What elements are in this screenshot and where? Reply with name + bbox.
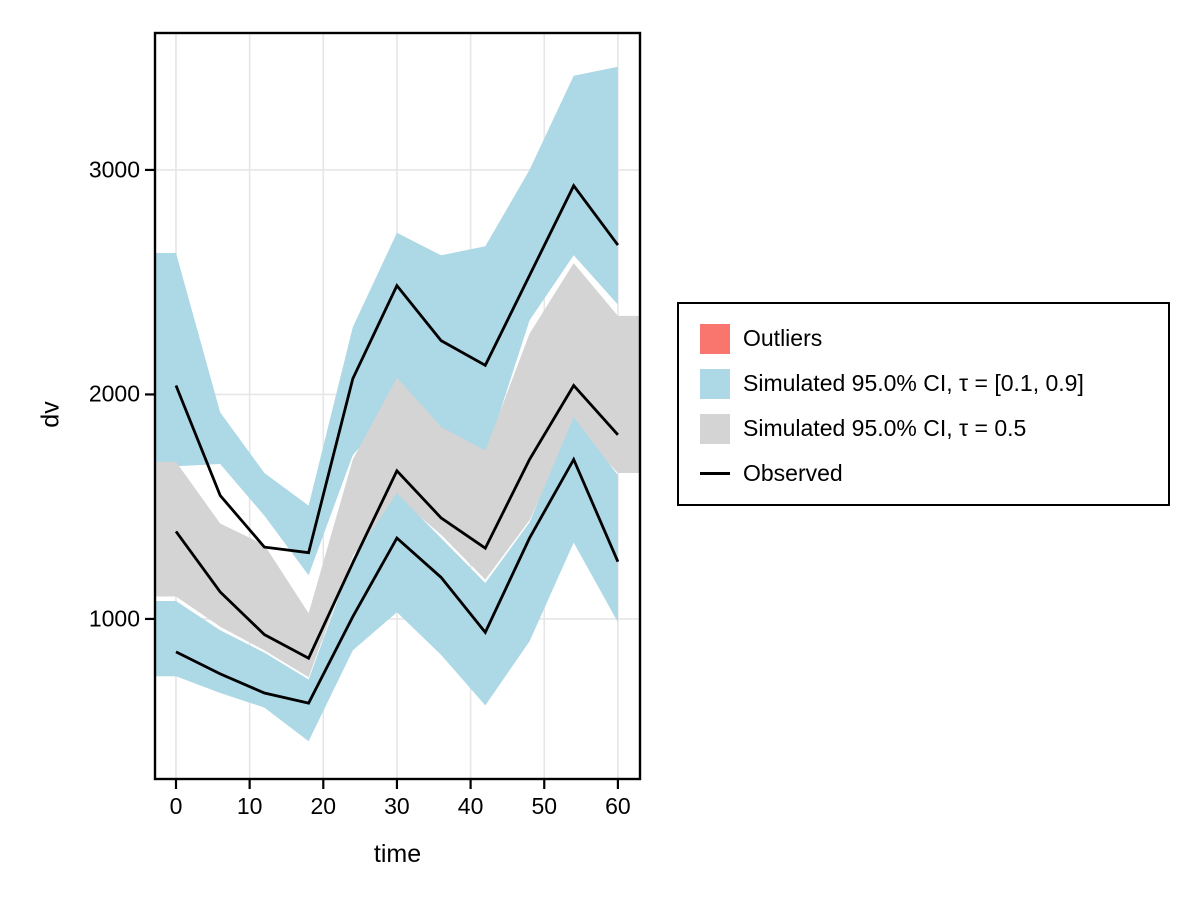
y-axis-title: dv [36, 401, 65, 428]
legend-item-observed: Observed [679, 451, 1168, 496]
observed-median [174, 383, 619, 661]
y-tick-label: 2000 [88, 380, 140, 407]
outliers-swatch-icon [700, 323, 730, 354]
x-tick-label: 50 [531, 793, 558, 819]
legend-box: Outliers Simulated 95.0% CI, τ = [0.1, 0… [677, 302, 1170, 506]
x-tick-label: 10 [236, 793, 263, 819]
x-axis-title: time [373, 840, 422, 868]
x-tick-label: 30 [384, 793, 410, 819]
y-tick-label: 3000 [88, 156, 140, 183]
x-tick-label: 20 [310, 793, 337, 819]
legend-item-simulated-ci-outer: Simulated 95.0% CI, τ = [0.1, 0.9] [679, 361, 1168, 406]
x-tick-label: 40 [457, 793, 484, 819]
x-tick-label: 0 [169, 793, 183, 819]
observed-line-swatch-icon [700, 472, 730, 475]
simulated-ci-median-swatch-icon [700, 413, 730, 444]
observed-upper-quantile [174, 183, 620, 555]
simulated-ci-outer-swatch-icon [700, 368, 730, 399]
simulated-ci-lower-quantile-band [155, 416, 618, 742]
legend-label: Simulated 95.0% CI, τ = [0.1, 0.9] [743, 370, 1084, 396]
panel-frame [153, 31, 642, 781]
simulated-ci-upper-quantile-band [155, 66, 618, 576]
legend-item-outliers: Outliers [679, 316, 1168, 361]
legend-label: Outliers [743, 325, 823, 351]
legend-label: Simulated 95.0% CI, τ = 0.5 [743, 415, 1027, 441]
y-tick-label: 1000 [88, 605, 140, 632]
legend-item-simulated-ci-median: Simulated 95.0% CI, τ = 0.5 [679, 406, 1168, 451]
observed-lower-quantile [175, 456, 620, 705]
x-tick-label: 60 [605, 793, 631, 819]
legend-label: Observed [743, 460, 843, 486]
